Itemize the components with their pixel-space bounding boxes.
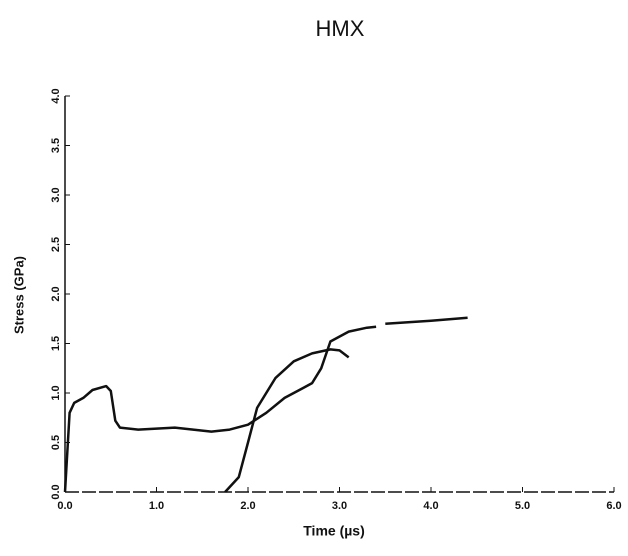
y-tick-label: 1.5	[50, 336, 62, 351]
x-tick-label: 0.0	[57, 500, 72, 512]
x-tick-label: 5.0	[515, 500, 530, 512]
x-tick-label: 6.0	[606, 500, 621, 512]
y-tick-label: 4.0	[50, 88, 62, 103]
y-tick-label: 3.5	[50, 138, 62, 153]
y-axis-label: Stress (GPa)	[11, 256, 26, 334]
y-tick-label: 1.0	[50, 385, 62, 400]
x-tick-label: 3.0	[332, 500, 347, 512]
y-tick-label: 0.0	[50, 484, 62, 499]
y-tick-label: 0.5	[50, 435, 62, 450]
y-tick-label: 2.0	[50, 286, 62, 301]
x-tick-label: 1.0	[149, 500, 164, 512]
y-tick-label: 3.0	[50, 187, 62, 202]
line-series	[63, 316, 468, 493]
y-tick-label: 2.5	[50, 237, 62, 252]
x-tick-label: 4.0	[423, 500, 438, 512]
x-axis-label: Time (µs)	[303, 523, 365, 539]
x-tick-label: 2.0	[240, 500, 255, 512]
chart-title: HMX	[316, 16, 365, 41]
line-series	[224, 348, 350, 493]
